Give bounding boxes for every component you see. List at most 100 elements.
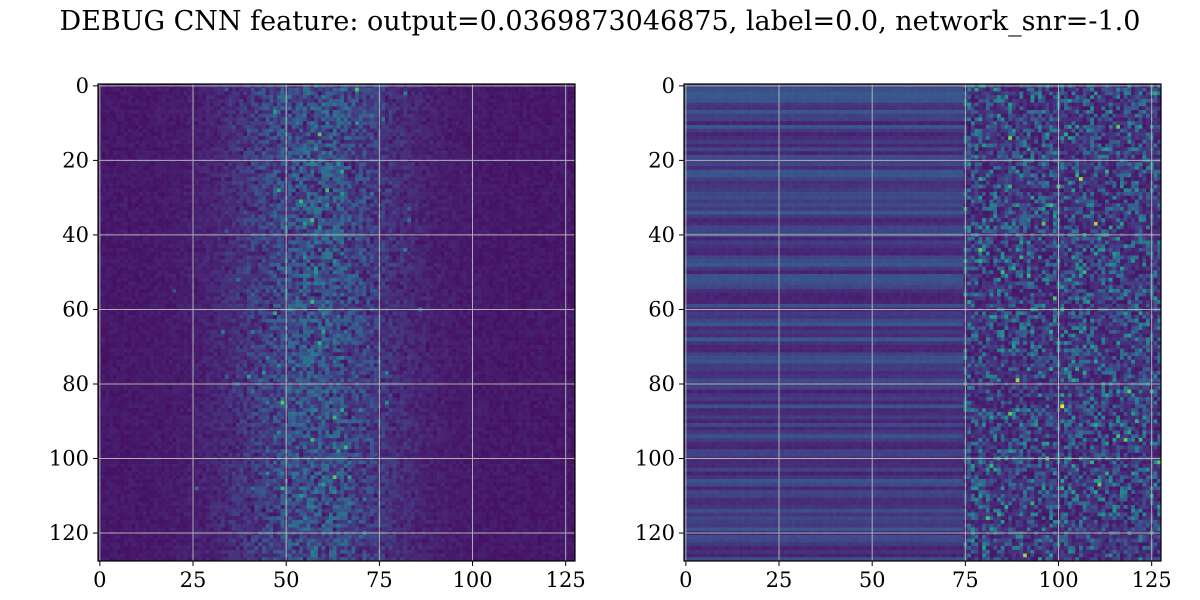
heatmap-cell <box>425 102 430 107</box>
heatmap-cell <box>302 218 307 223</box>
heatmap-cell <box>321 180 326 185</box>
heatmap-cell <box>131 154 136 159</box>
heatmap-cell <box>332 132 337 137</box>
heatmap-cell <box>478 124 483 130</box>
heatmap-cell <box>239 162 244 167</box>
heatmap-cell <box>429 225 434 230</box>
heatmap-cell <box>247 199 252 204</box>
heatmap-cell <box>273 139 278 144</box>
heatmap-cell <box>381 121 386 126</box>
heatmap-cell <box>556 132 561 137</box>
heatmap-cell <box>232 184 237 189</box>
heatmap-cell <box>358 143 363 148</box>
heatmap-cell <box>414 102 419 107</box>
heatmap-cell <box>384 188 389 193</box>
heatmap-cell <box>343 143 348 148</box>
heatmap-cell <box>165 173 170 178</box>
heatmap-cell <box>545 203 550 208</box>
heatmap-cell <box>399 221 404 226</box>
heatmap-cell <box>526 91 531 96</box>
heatmap-cell <box>489 106 494 111</box>
heatmap-cell <box>556 147 561 152</box>
heatmap-cell <box>310 173 315 178</box>
heatmap-cell <box>392 147 397 152</box>
heatmap-cell <box>493 143 498 148</box>
heatmap-cell <box>213 113 218 118</box>
heatmap-cell <box>437 154 442 159</box>
heatmap-cell <box>161 199 166 204</box>
heatmap-cell <box>381 206 386 212</box>
heatmap-cell <box>545 199 550 204</box>
heatmap-cell <box>135 147 140 152</box>
heatmap-cell <box>239 165 244 171</box>
heatmap-cell <box>485 95 490 100</box>
heatmap-cell <box>384 102 389 107</box>
heatmap-cell <box>552 91 557 96</box>
heatmap-cell <box>448 214 453 219</box>
heatmap-cell <box>444 132 449 137</box>
heatmap-cell <box>179 199 185 204</box>
heatmap-cell <box>220 165 226 171</box>
heatmap-cell <box>276 110 281 115</box>
heatmap-cell <box>411 106 416 111</box>
heatmap-cell <box>161 87 166 92</box>
heatmap-cell <box>500 154 505 159</box>
heatmap-cell <box>280 117 285 122</box>
heatmap-cell <box>254 128 259 133</box>
heatmap-cell <box>239 113 244 118</box>
heatmap-cell <box>261 128 266 133</box>
heatmap-cell <box>235 110 240 115</box>
heatmap-cell <box>176 124 181 130</box>
heatmap-cell <box>399 177 404 182</box>
heatmap-cell <box>511 173 516 178</box>
heatmap-cell <box>351 98 356 103</box>
heatmap-cell <box>135 173 140 178</box>
heatmap-cell <box>127 184 132 189</box>
heatmap-cell <box>258 136 263 141</box>
heatmap-cell <box>161 128 166 133</box>
heatmap-cell <box>347 218 352 223</box>
heatmap-cell <box>217 165 222 171</box>
heatmap-cell <box>317 117 322 122</box>
heatmap-cell <box>261 210 266 215</box>
heatmap-cell <box>168 106 173 111</box>
heatmap-cell <box>340 199 345 204</box>
heatmap-cell <box>269 192 274 197</box>
heatmap-cell <box>437 162 442 167</box>
heatmap-cell <box>265 154 270 159</box>
heatmap-cell <box>329 151 334 156</box>
heatmap-cell <box>183 206 188 212</box>
heatmap-cell <box>276 117 281 122</box>
heatmap-cell <box>302 173 307 178</box>
heatmap-cell <box>381 195 386 200</box>
heatmap-cell <box>247 124 252 130</box>
heatmap-cell <box>548 177 553 182</box>
heatmap-cell <box>291 195 296 200</box>
heatmap-cell <box>522 221 527 226</box>
heatmap-cell <box>537 147 542 152</box>
heatmap-cell <box>306 162 311 167</box>
heatmap-cell <box>138 173 144 178</box>
heatmap-cell <box>452 188 457 193</box>
heatmap-cell <box>105 87 110 92</box>
heatmap-cell <box>276 151 281 156</box>
heatmap-cell <box>261 102 266 107</box>
heatmap-cell <box>515 206 520 212</box>
heatmap-cell <box>168 136 173 141</box>
heatmap-cell <box>358 173 363 178</box>
heatmap-cell <box>429 87 434 92</box>
heatmap-cell <box>541 169 546 174</box>
heatmap-cell <box>261 136 266 141</box>
heatmap-cell <box>340 128 345 133</box>
heatmap-cell <box>433 151 438 156</box>
heatmap-cell <box>370 136 375 141</box>
heatmap-cell <box>135 199 140 204</box>
heatmap-cell <box>478 110 483 115</box>
heatmap-cell <box>172 95 177 100</box>
heatmap-cell <box>504 203 509 208</box>
heatmap-cell <box>109 173 114 178</box>
heatmap-cell <box>463 95 468 100</box>
heatmap-cell <box>466 206 471 212</box>
heatmap-cell <box>370 199 375 204</box>
heatmap-cell <box>343 154 348 159</box>
